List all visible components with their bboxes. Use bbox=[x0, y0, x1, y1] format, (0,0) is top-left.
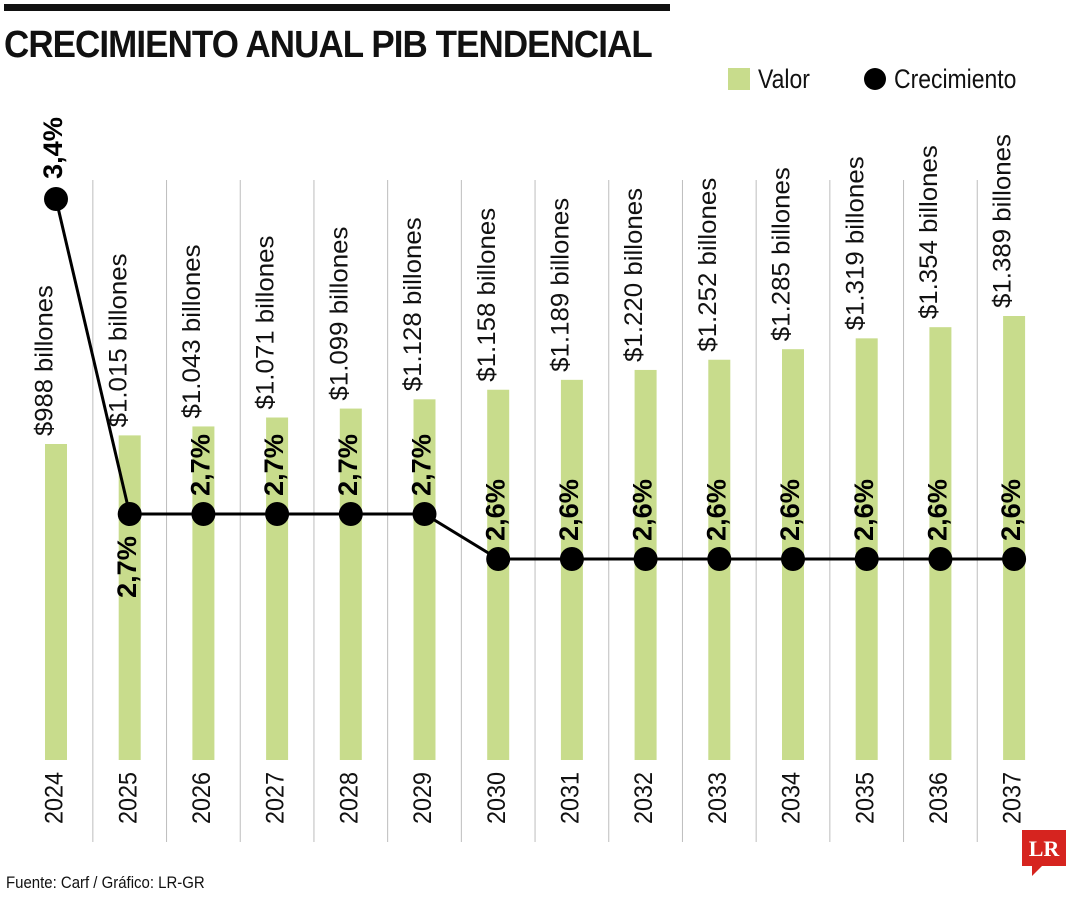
growth-point bbox=[928, 547, 953, 571]
bar bbox=[266, 417, 289, 760]
chart-title: CRECIMIENTO ANUAL PIB TENDENCIAL bbox=[4, 24, 653, 66]
bar-value-label: $1.071 billones bbox=[252, 236, 280, 410]
growth-point bbox=[854, 547, 879, 571]
x-tick-label: 2035 bbox=[851, 772, 879, 824]
growth-value-label: 2,6% bbox=[480, 479, 510, 541]
growth-point bbox=[412, 502, 437, 526]
bar bbox=[45, 444, 67, 760]
growth-value-label: 3,4% bbox=[38, 117, 68, 179]
growth-point bbox=[338, 502, 363, 526]
growth-point bbox=[781, 547, 805, 571]
x-tick-label: 2026 bbox=[188, 772, 216, 824]
x-tick-label: 2025 bbox=[114, 772, 142, 824]
bar-value-label: $1.319 billones bbox=[841, 156, 869, 330]
legend-label-valor: Valor bbox=[758, 63, 810, 94]
legend-swatch-valor bbox=[728, 68, 750, 90]
x-tick-label: 2036 bbox=[925, 772, 953, 824]
growth-value-label: 2,7% bbox=[333, 434, 363, 496]
bar-value-label: $1.015 billones bbox=[104, 253, 132, 427]
bar-value-label: $1.252 billones bbox=[694, 178, 722, 352]
growth-value-label: 2,6% bbox=[923, 479, 953, 541]
bar-value-label: $1.128 billones bbox=[399, 217, 427, 391]
bar-value-label: $1.354 billones bbox=[915, 145, 943, 319]
bar-value-label: $1.099 billones bbox=[325, 227, 353, 401]
bar bbox=[929, 327, 952, 760]
bar-value-label: $1.189 billones bbox=[547, 198, 575, 372]
x-tick-label: 2029 bbox=[409, 772, 437, 824]
growth-point bbox=[633, 547, 658, 571]
growth-value-label: 2,7% bbox=[259, 434, 289, 496]
x-tick-label: 2032 bbox=[630, 772, 658, 824]
growth-point bbox=[191, 502, 216, 526]
x-tick-label: 2027 bbox=[262, 772, 290, 824]
legend-item-crecimiento: Crecimiento bbox=[864, 64, 1038, 94]
growth-value-label: 2,6% bbox=[554, 479, 584, 541]
growth-value-label: 2,6% bbox=[628, 479, 658, 541]
growth-point bbox=[117, 502, 142, 526]
lr-logo: LR bbox=[1022, 830, 1066, 876]
source-note: Fuente: Carf / Gráfico: LR-GR bbox=[6, 873, 205, 892]
bar-value-label: $1.043 billones bbox=[178, 244, 206, 418]
bar-value-label: $1.220 billones bbox=[620, 188, 648, 362]
bar-value-label: $1.158 billones bbox=[473, 208, 501, 382]
x-tick-label: 2030 bbox=[483, 772, 511, 824]
growth-value-label: 2,6% bbox=[701, 479, 731, 541]
growth-value-label: 2,6% bbox=[775, 479, 805, 541]
legend-item-valor: Valor bbox=[728, 64, 819, 94]
growth-value-label: 2,7% bbox=[112, 536, 142, 598]
growth-point bbox=[486, 547, 511, 571]
logo-text: LR bbox=[1029, 836, 1061, 861]
growth-line bbox=[54, 198, 1015, 561]
top-rule bbox=[4, 4, 670, 11]
bar-value-label: $988 billones bbox=[31, 285, 59, 436]
growth-point bbox=[44, 187, 68, 211]
growth-value-label: 2,7% bbox=[186, 434, 216, 496]
x-tick-label: 2034 bbox=[778, 772, 806, 824]
bar bbox=[1003, 316, 1026, 760]
bar-value-label: $1.285 billones bbox=[768, 167, 796, 341]
x-tick-label: 2033 bbox=[704, 772, 732, 824]
growth-point bbox=[265, 502, 290, 526]
x-tick-label: 2024 bbox=[41, 772, 69, 824]
growth-point bbox=[707, 547, 732, 571]
legend-dot-crecimiento bbox=[864, 68, 886, 90]
x-tick-label: 2037 bbox=[999, 772, 1027, 824]
x-tick-label: 2028 bbox=[335, 772, 363, 824]
bar bbox=[339, 408, 362, 760]
growth-value-label: 2,6% bbox=[849, 479, 879, 541]
bar bbox=[487, 389, 510, 760]
bar-value-label: $1.389 billones bbox=[989, 134, 1017, 308]
x-tick-label: 2031 bbox=[557, 772, 585, 824]
growth-value-label: 2,7% bbox=[407, 434, 437, 496]
growth-point bbox=[559, 547, 584, 571]
growth-point bbox=[1002, 547, 1027, 571]
growth-value-label: 2,6% bbox=[996, 479, 1026, 541]
legend-label-crecimiento: Crecimiento bbox=[894, 63, 1017, 94]
bar bbox=[413, 399, 436, 760]
